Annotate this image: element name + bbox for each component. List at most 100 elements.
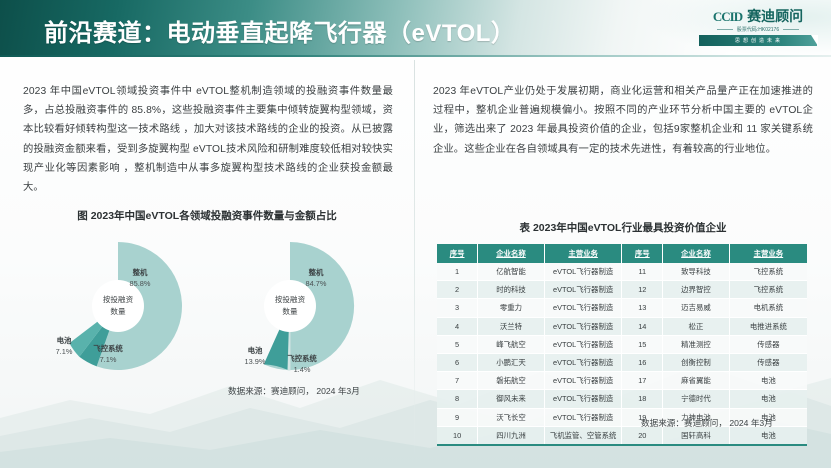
table-header-cell: 主营业务 xyxy=(544,244,623,263)
table-cell-index: 20 xyxy=(621,426,664,444)
table-cell-company: 松正 xyxy=(662,317,730,336)
table-cell-index: 12 xyxy=(621,280,664,300)
table-cell-company: 沃飞长空 xyxy=(477,408,545,427)
table-caption: 表 2023年中国eVTOL行业最具投资价值企业 xyxy=(519,222,727,234)
table-cell-business: eVTOL飞行器制造 xyxy=(544,280,623,300)
companies-table: 序号 企业名称 主营业务 序号 企业名称 主营业务 1 亿航智能 eVTOL飞行… xyxy=(437,244,807,444)
table-cell-index: 15 xyxy=(621,335,664,354)
table-cell-business: 传感器 xyxy=(729,335,807,354)
pie-label-value: 84.7% xyxy=(305,278,327,288)
table-cell-business: eVTOL飞行器制造 xyxy=(544,389,623,409)
pie-chart-investment-amount: 按投融资 数量 整机 84.7% 电池 13.9% 飞控系统 1.4% xyxy=(208,232,372,380)
table-cell-company: 亿航智能 xyxy=(477,263,545,282)
table-cell-company: 峰飞航空 xyxy=(477,335,545,354)
table-header-cell: 企业名称 xyxy=(477,244,545,263)
table-cell-company: 致导科技 xyxy=(662,263,730,282)
table-cell-index: 11 xyxy=(621,263,664,282)
pie-charts-group: 按投融资 数量 整机 85.8% 飞控系统 7.1% 电池 7.1% xyxy=(0,232,414,382)
table-cell-business: 电池 xyxy=(729,389,807,409)
table-cell-index: 2 xyxy=(437,280,479,300)
table-cell-company: 零重力 xyxy=(477,298,545,318)
table-cell-business: 电推进系统 xyxy=(729,317,807,336)
table-cell-business: 飞控系统 xyxy=(729,280,807,300)
table-cell-business: 电池 xyxy=(729,371,807,391)
logo-rule-right-icon xyxy=(783,29,800,30)
table-cell-business: eVTOL飞行器制造 xyxy=(544,371,623,391)
logo-company-name: 赛迪顾问 xyxy=(747,8,804,24)
logo-slogan: 思想创造未来 xyxy=(699,35,818,46)
table-cell-index: 4 xyxy=(437,317,479,336)
pie-label-value: 85.8% xyxy=(129,278,151,288)
pie-label-name: 飞控系统 xyxy=(93,344,123,353)
table-body: 1 亿航智能 eVTOL飞行器制造 11 致导科技 飞控系统 2 时的科技 eV… xyxy=(437,263,807,444)
pie-label-name: 整机 xyxy=(308,268,324,277)
table-cell-business: eVTOL飞行器制造 xyxy=(544,263,623,282)
table-cell-business: 飞机监管、空管系统 xyxy=(544,426,623,444)
table-cell-business: 飞控系统 xyxy=(729,263,807,282)
logo-mark-text: CCID xyxy=(712,8,743,24)
table-cell-business: 传感器 xyxy=(729,353,807,373)
pie-label-whole-aircraft: 整机 85.8% xyxy=(110,268,170,289)
table-cell-company: 御风未来 xyxy=(477,389,545,409)
table-cell-company: 磐拓航空 xyxy=(477,371,545,391)
table-cell-company: 四川九洲 xyxy=(477,426,545,444)
table-row: 5 峰飞航空 eVTOL飞行器制造 15 精准测控 传感器 xyxy=(437,335,807,354)
table-cell-company: 边界智控 xyxy=(662,280,730,300)
table-cell-business: 电机系统 xyxy=(729,298,807,318)
table-row: 4 沃兰特 eVTOL飞行器制造 14 松正 电推进系统 xyxy=(437,317,807,336)
pie-label-name: 电池 xyxy=(247,346,263,355)
table-cell-company: 精准测控 xyxy=(662,335,730,354)
pie-center-hole xyxy=(92,280,144,332)
table-cell-company: 国轩高科 xyxy=(662,426,730,444)
left-source-note: 数据来源：赛迪顾问， 2024 年3月 xyxy=(228,386,360,396)
table-row: 9 沃飞长空 eVTOL飞行器制造 19 力神电池 电池 xyxy=(437,408,807,427)
page-title: 前沿赛道：电动垂直起降飞行器（eVTOL） xyxy=(44,20,516,47)
left-paragraph: 2023 年中国eVTOL领域投资事件中 eVTOL整机制造领域的投融资事件数量… xyxy=(23,86,393,194)
table-cell-company: 小鹏汇天 xyxy=(477,353,545,373)
pie-label-value: 1.4% xyxy=(293,364,311,374)
table-cell-company: 创衡控制 xyxy=(662,353,730,373)
right-source-note: 数据来源：赛迪顾问， 2024 年3月 xyxy=(641,418,773,428)
table-cell-index: 10 xyxy=(437,426,479,444)
table-cell-company: 时的科技 xyxy=(477,280,545,300)
header-glow-decoration xyxy=(641,0,831,57)
ccid-logo: CCID 赛迪顾问 股票代码:HK02176 思想创造未来 xyxy=(699,8,818,46)
pie-label-name: 整机 xyxy=(132,268,148,277)
table-cell-company: 宁德时代 xyxy=(662,389,730,409)
pie-label-value: 7.1% xyxy=(99,354,117,364)
table-cell-business: eVTOL飞行器制造 xyxy=(544,317,623,336)
table-row: 2 时的科技 eVTOL飞行器制造 12 边界智控 飞控系统 xyxy=(437,280,807,300)
table-cell-index: 7 xyxy=(437,371,479,391)
right-paragraph: 2023 年eVTOL产业仍处于发展初期，商业化运营和相关产品量产正在加速推进的… xyxy=(433,86,813,155)
logo-stock-code-row: 股票代码:HK02176 xyxy=(699,26,817,33)
table-cell-index: 9 xyxy=(437,408,479,427)
table-head: 序号 企业名称 主营业务 序号 企业名称 主营业务 xyxy=(437,244,807,263)
table-header-row: 序号 企业名称 主营业务 序号 企业名称 主营业务 xyxy=(437,244,807,263)
table-header-cell: 序号 xyxy=(437,244,479,263)
table-row: 8 御风未来 eVTOL飞行器制造 18 宁德时代 电池 xyxy=(437,389,807,409)
logo-rule-left-icon xyxy=(716,29,733,30)
pie-label-name: 电池 xyxy=(56,336,72,345)
table-row: 6 小鹏汇天 eVTOL飞行器制造 16 创衡控制 传感器 xyxy=(437,353,807,373)
table-cell-business: 电池 xyxy=(729,408,807,427)
table-header-cell: 主营业务 xyxy=(729,244,807,263)
table-cell-company: 迈吉易威 xyxy=(662,298,730,318)
column-divider xyxy=(414,60,415,460)
pie-label-flight-control: 飞控系统 1.4% xyxy=(274,354,330,375)
figure-caption: 图 2023年中国eVTOL各领域投融资事件数量与金额占比 xyxy=(77,210,337,222)
table-cell-business: eVTOL飞行器制造 xyxy=(544,298,623,318)
table-cell-company: 麻省翼能 xyxy=(662,371,730,391)
table-cell-index: 3 xyxy=(437,298,479,318)
pie-label-value: 7.1% xyxy=(55,346,73,356)
table-cell-company: 力神电池 xyxy=(662,408,730,427)
pie-center-hole xyxy=(264,280,316,332)
right-column: 2023 年eVTOL产业仍处于发展初期，商业化运营和相关产品量产正在加速推进的… xyxy=(415,60,831,468)
pie-label-battery: 电池 13.9% xyxy=(230,346,280,367)
companies-table-wrapper: 序号 企业名称 主营业务 序号 企业名称 主营业务 1 亿航智能 eVTOL飞行… xyxy=(437,244,807,446)
pie-label-flight-control: 飞控系统 7.1% xyxy=(80,344,136,365)
logo-stock-code: 股票代码:HK02176 xyxy=(736,27,780,33)
table-header-cell: 序号 xyxy=(621,244,664,263)
table-header-cell: 企业名称 xyxy=(662,244,730,263)
table-cell-index: 6 xyxy=(437,353,479,373)
